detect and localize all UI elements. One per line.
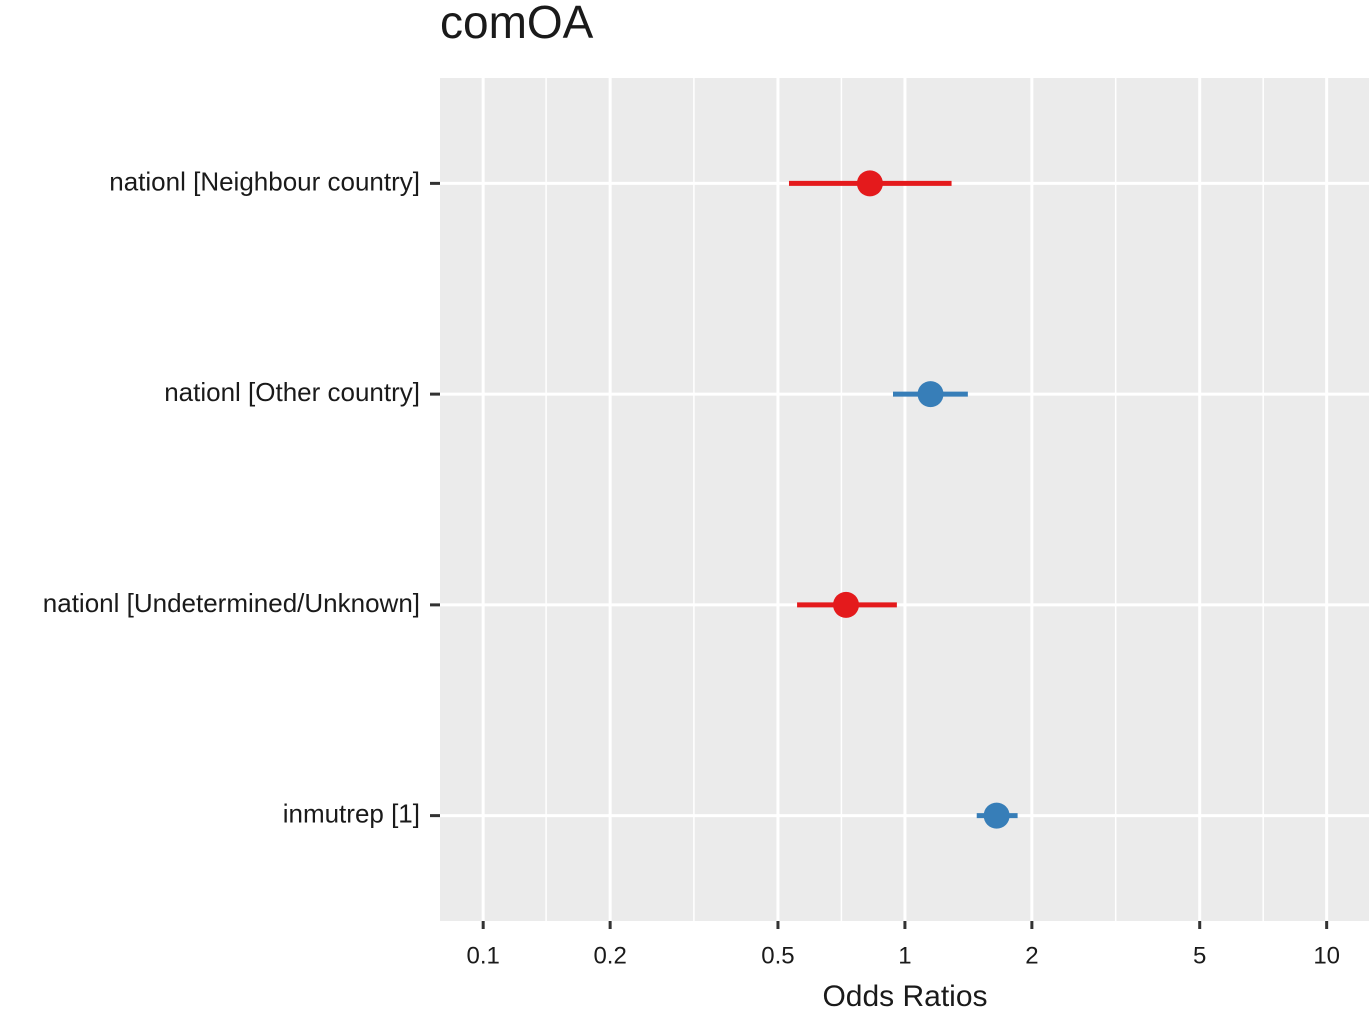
y-tick-label: inmutrep [1] [283, 799, 420, 829]
x-tick-label: 0.5 [761, 942, 794, 969]
x-tick-label: 0.2 [593, 942, 626, 969]
x-tick-label: 1 [898, 942, 911, 969]
point [983, 802, 1010, 829]
point [833, 591, 860, 618]
x-tick-label: 2 [1025, 942, 1038, 969]
point [856, 170, 883, 197]
y-tick-label: nationl [Other country] [164, 377, 420, 407]
x-axis-title: Odds Ratios [822, 980, 987, 1009]
y-tick-label: nationl [Neighbour country] [109, 166, 420, 196]
x-tick-label: 0.1 [466, 942, 499, 969]
chart-title: comOA [440, 0, 594, 48]
x-tick-label: 10 [1313, 942, 1340, 969]
x-tick-label: 5 [1193, 942, 1206, 969]
point [917, 381, 944, 408]
y-tick-label: nationl [Undetermined/Unknown] [43, 588, 420, 618]
